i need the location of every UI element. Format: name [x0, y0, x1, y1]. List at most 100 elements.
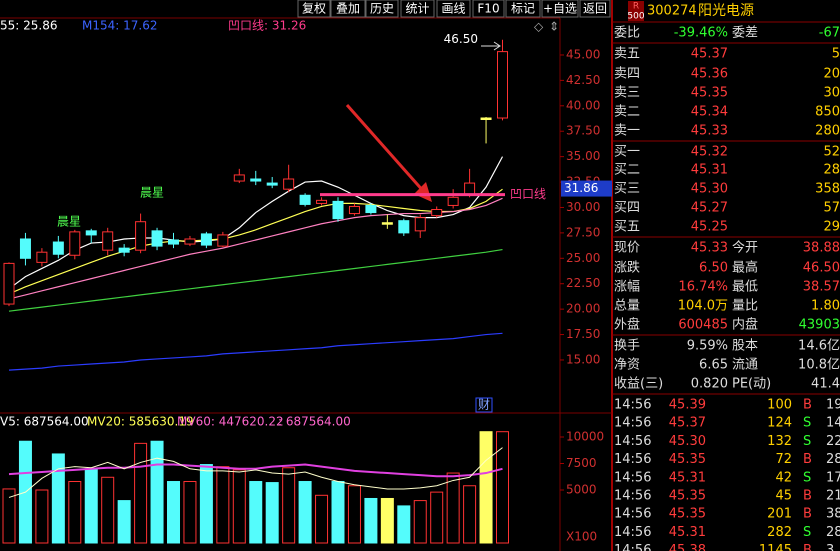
stat-value: 46.50 — [803, 261, 840, 276]
tick-volume: 282 — [767, 525, 792, 540]
row-label: 委比 — [614, 26, 640, 41]
order-volume: 850 — [815, 105, 840, 120]
volume-bar — [167, 481, 180, 544]
candle-body — [19, 238, 31, 259]
volume-bar — [35, 489, 49, 544]
y-tick-label: 37.50 — [566, 124, 600, 138]
tick-price: 45.35 — [669, 452, 706, 467]
order-price: 45.31 — [691, 163, 728, 178]
volume-bar — [380, 497, 394, 544]
tick-volume: 42 — [775, 470, 792, 485]
row-value: -39.46% — [674, 26, 728, 41]
volume-bar — [117, 500, 131, 544]
stat-value: 1.80 — [811, 299, 840, 314]
toolbar-label[interactable]: 画线 — [441, 2, 465, 16]
stat-label: 换手 — [614, 339, 640, 354]
order-price: 45.35 — [691, 86, 728, 101]
notch-label: 凹口线 — [510, 187, 546, 201]
tick-time: 14:56 — [614, 543, 651, 551]
order-volume: 5 — [832, 47, 840, 62]
toolbar-label[interactable]: F10 — [477, 2, 499, 16]
toolbar-label[interactable]: 叠加 — [336, 2, 360, 16]
volume-ma-line — [8, 447, 503, 498]
arrow-annotation — [345, 104, 427, 194]
stat-label: 最低 — [732, 280, 758, 295]
candle-body — [266, 182, 278, 186]
stat-value: 104.0万 — [678, 299, 728, 314]
volume-tick-label: 10000 — [566, 429, 604, 443]
volume-tick-label: 5000 — [566, 482, 597, 496]
volume-bar — [134, 442, 148, 544]
toolbar-button[interactable] — [579, 0, 611, 18]
toolbar-label[interactable]: 标记 — [511, 2, 535, 16]
tick-time: 14:56 — [614, 507, 651, 522]
volume-bar — [282, 467, 296, 544]
volume-bar — [265, 482, 279, 544]
resize-icon[interactable]: ⇕ — [549, 20, 559, 34]
volume-bar — [364, 497, 378, 544]
order-volume: 29 — [823, 220, 840, 235]
tick-side: S — [803, 525, 811, 540]
order-label: 买五 — [614, 220, 640, 235]
toolbar-label[interactable]: +自选 — [543, 2, 577, 16]
finance-icon-box[interactable] — [475, 397, 493, 413]
toolbar-label[interactable]: 复权 — [302, 2, 326, 16]
toolbar-button[interactable] — [330, 0, 366, 18]
tick-time: 14:56 — [614, 525, 651, 540]
stat-value: 6.65 — [699, 358, 728, 373]
toolbar-label[interactable]: 统计 — [405, 2, 429, 16]
toolbar-button[interactable] — [365, 0, 399, 18]
badge-box — [628, 1, 644, 21]
settings-icon[interactable]: ◇ — [534, 20, 544, 34]
arrow-head — [414, 182, 432, 202]
toolbar-button[interactable] — [505, 0, 541, 18]
stat-label: 量比 — [732, 299, 758, 314]
tick-count: 3 — [826, 543, 834, 551]
volume-bar — [51, 453, 65, 544]
tick-count: 17 — [826, 470, 840, 485]
toolbar-button[interactable] — [541, 0, 579, 18]
candle-body — [151, 230, 163, 247]
volume-bar — [347, 485, 361, 544]
tick-price: 45.35 — [669, 507, 706, 522]
candle-body — [3, 262, 15, 305]
candle-body — [135, 221, 147, 251]
toolbar-label[interactable]: 历史 — [370, 2, 394, 16]
stat-value: 38.88 — [803, 241, 840, 256]
stat-value: 45.33 — [691, 241, 728, 256]
order-price: 45.27 — [691, 201, 728, 216]
toolbar-button[interactable] — [297, 0, 331, 18]
tick-count: 22 — [826, 434, 840, 449]
candle-body — [36, 251, 48, 263]
tick-side: B — [803, 452, 812, 467]
toolbar-button[interactable] — [400, 0, 435, 18]
last-price-label: 31.86 — [564, 181, 598, 195]
stat-label: 今开 — [732, 240, 758, 256]
volume-bar — [183, 481, 197, 544]
toolbar-button[interactable] — [436, 0, 471, 18]
candle-body — [52, 241, 64, 255]
tick-side: B — [803, 398, 812, 413]
indicator-label: 55: 25.86 — [0, 19, 57, 33]
tick-volume: 124 — [767, 416, 792, 431]
tick-volume: 132 — [767, 434, 792, 449]
tick-time: 14:56 — [614, 470, 651, 485]
volume-bar — [397, 505, 411, 544]
candle-body — [118, 247, 130, 253]
volume-bar — [199, 464, 213, 544]
finance-icon[interactable]: 财 — [478, 398, 490, 412]
tick-side: S — [803, 434, 811, 449]
order-price: 45.30 — [691, 182, 728, 197]
order-label: 买三 — [614, 182, 640, 197]
order-price: 45.32 — [691, 145, 728, 160]
toolbar-label[interactable]: 返回 — [583, 2, 607, 16]
volume-bar — [84, 468, 98, 544]
candle-body — [480, 117, 492, 121]
stat-value: 10.8亿 — [798, 358, 840, 373]
candle-body — [283, 178, 295, 190]
last-price-tag — [561, 180, 612, 197]
toolbar-button[interactable] — [472, 0, 505, 18]
stat-value: 43903 — [799, 318, 840, 333]
order-price: 45.36 — [691, 67, 728, 82]
